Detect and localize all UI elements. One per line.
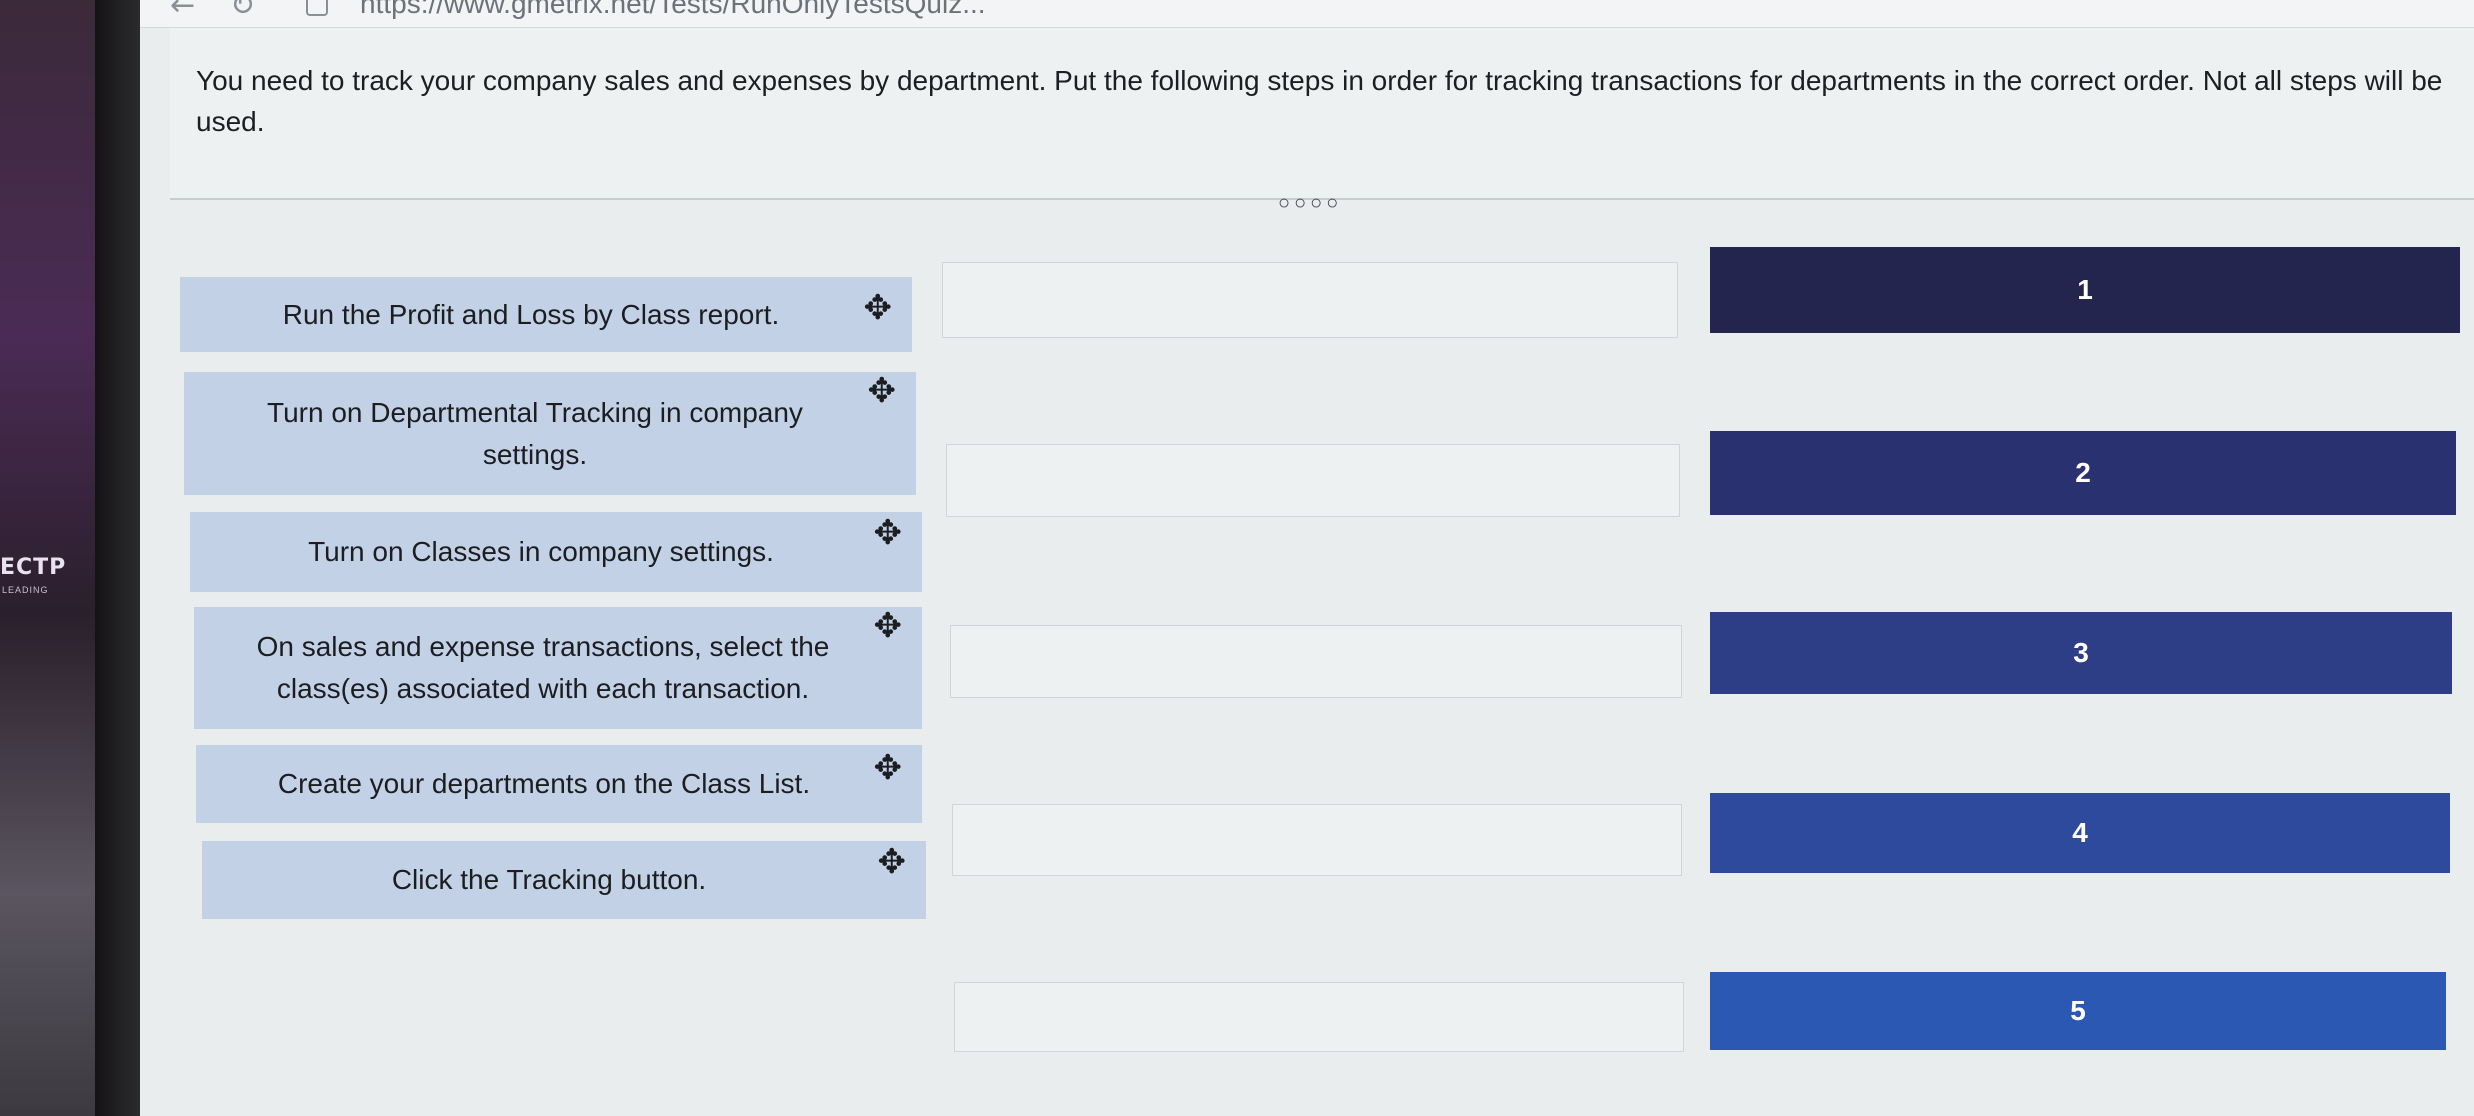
drag-step-3[interactable]: Turn on Classes in company settings. ✥ (190, 512, 922, 592)
drag-step-1[interactable]: Run the Profit and Loss by Class report.… (180, 277, 912, 352)
drag-step-label: Turn on Departmental Tracking in company… (267, 396, 803, 470)
page-info-icon[interactable] (306, 0, 328, 16)
target-4[interactable]: 4 (1710, 793, 2450, 873)
bezel-logo-sub: LEADING (2, 585, 49, 595)
drag-step-label: Turn on Classes in company settings. (308, 536, 774, 567)
bezel-logo: ECTP (0, 555, 67, 580)
target-number: 3 (2073, 637, 2089, 668)
drop-slot-1[interactable] (942, 262, 1678, 338)
target-number: 2 (2075, 457, 2091, 488)
address-bar[interactable]: https://www.gmetrix.net/Tests/RunOnlyTes… (360, 0, 986, 19)
screen: ← ↻ https://www.gmetrix.net/Tests/RunOnl… (140, 0, 2474, 1116)
drop-slot-3[interactable] (950, 625, 1682, 698)
move-icon[interactable]: ✥ (873, 748, 903, 788)
drag-step-label: On sales and expense transactions, selec… (256, 631, 830, 704)
drag-step-5[interactable]: Create your departments on the Class Lis… (196, 745, 922, 823)
drag-step-label: Click the Tracking button. (391, 864, 707, 895)
move-icon[interactable]: ✥ (867, 371, 897, 411)
drag-step-label: Create your departments on the Class Lis… (277, 768, 811, 799)
drop-slot-5[interactable] (954, 982, 1684, 1052)
move-icon[interactable]: ✥ (873, 606, 903, 646)
drop-slot-4[interactable] (952, 804, 1682, 876)
back-icon[interactable]: ← (170, 0, 196, 23)
target-5[interactable]: 5 (1710, 972, 2446, 1050)
question-text: You need to track your company sales and… (196, 65, 2443, 137)
drag-step-label: Run the Profit and Loss by Class report. (282, 298, 780, 330)
target-3[interactable]: 3 (1710, 612, 2452, 694)
drop-slot-2[interactable] (946, 444, 1680, 517)
move-icon[interactable]: ✥ (873, 513, 903, 553)
target-number: 1 (2077, 274, 2093, 305)
progress-dots: ○○○○ (1278, 192, 1343, 214)
target-number: 4 (2072, 817, 2088, 848)
reload-icon[interactable]: ↻ (230, 0, 256, 23)
target-number: 5 (2070, 995, 2086, 1026)
drag-step-2[interactable]: Turn on Departmental Tracking in company… (184, 371, 916, 495)
drag-step-6[interactable]: Click the Tracking button. ✥ (202, 841, 926, 919)
drag-step-4[interactable]: On sales and expense transactions, selec… (194, 606, 922, 729)
move-icon[interactable]: ✥ (877, 842, 907, 882)
monitor-bezel: ECTP LEADING (0, 0, 140, 1116)
question-panel: You need to track your company sales and… (170, 28, 2474, 200)
bezel-edge (95, 0, 140, 1116)
move-icon[interactable]: ✥ (863, 288, 893, 328)
browser-toolbar: ← ↻ https://www.gmetrix.net/Tests/RunOnl… (140, 0, 2474, 28)
target-1[interactable]: 1 (1710, 247, 2460, 333)
target-2[interactable]: 2 (1710, 431, 2456, 515)
